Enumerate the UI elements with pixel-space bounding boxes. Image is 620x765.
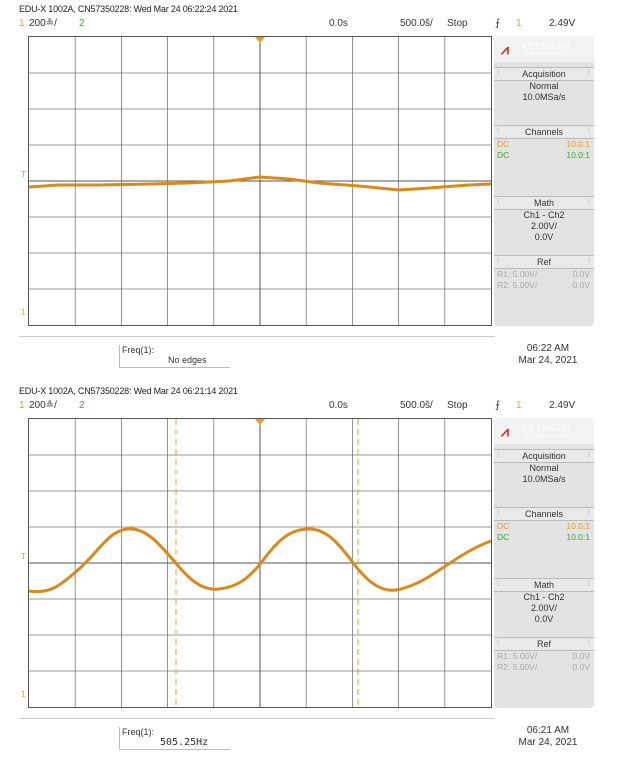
trigger-edge-icon[interactable]: ⨍ bbox=[495, 18, 501, 29]
acquisition-section[interactable]: ⁞ Acquisition ⁞ Normal 10.0MSa/s bbox=[494, 67, 594, 103]
ch1-trace bbox=[29, 175, 491, 192]
run-state[interactable]: Stop bbox=[447, 400, 468, 411]
ch1-number[interactable]: 1 bbox=[19, 400, 25, 411]
ref-section[interactable]: ⁞ Ref ⁞ R1: 5.00V/0.0V R2: 5.00V/0.0V bbox=[494, 255, 594, 291]
measurement-bar: Freq(1): No edges bbox=[19, 336, 495, 368]
instrument-header: EDU-X 1002A, CN57350228: Wed Mar 24 06:2… bbox=[19, 386, 238, 396]
channels-section[interactable]: ⁞ Channels ⁞ DC 10.0:1 DC 10.0:1 bbox=[494, 125, 594, 161]
ch1-scale[interactable]: 200≗/ bbox=[29, 400, 57, 411]
ch2-number[interactable]: 2 bbox=[79, 18, 85, 29]
keysight-logo-icon: ⩘ bbox=[501, 41, 509, 57]
freq-measurement[interactable]: Freq(1): 505.25Hz bbox=[119, 727, 230, 750]
trigger-channel[interactable]: 1 bbox=[516, 400, 522, 411]
time-scale[interactable]: 500.0š/ bbox=[400, 18, 433, 29]
acquisition-section[interactable]: ⁞ Acquisition ⁞ Normal 10.0MSa/s bbox=[494, 449, 594, 485]
trigger-channel[interactable]: 1 bbox=[516, 18, 522, 29]
waveform-grid-1 bbox=[29, 37, 491, 325]
ch1-trace bbox=[29, 527, 491, 594]
time-offset[interactable]: 0.0s bbox=[329, 400, 348, 411]
ch1-scale[interactable]: 200≗/ bbox=[29, 18, 57, 29]
measurement-bar: Freq(1): 505.25Hz bbox=[19, 718, 495, 750]
trigger-level[interactable]: 2.49V bbox=[549, 400, 576, 411]
instrument-header: EDU-X 1002A, CN57350228: Wed Mar 24 06:2… bbox=[19, 4, 238, 14]
trigger-level[interactable]: 2.49V bbox=[549, 18, 576, 29]
trigger-position-marker[interactable] bbox=[255, 37, 265, 43]
trigger-level-marker[interactable]: T bbox=[21, 552, 26, 561]
scope-screen-2: EDU-X 1002A, CN57350228: Wed Mar 24 06:2… bbox=[0, 382, 620, 757]
ground-marker[interactable]: 1 bbox=[21, 690, 27, 699]
brand-logo: ⩘ KEYSIGHT TECHNOLOGIES bbox=[494, 418, 594, 444]
run-state[interactable]: Stop bbox=[447, 18, 468, 29]
status-bar: 1 200≗/ 2 0.0s 500.0š/ Stop ⨍ 1 2.49V bbox=[19, 400, 599, 414]
trigger-level-marker[interactable]: T bbox=[21, 170, 26, 179]
math-section[interactable]: ⁞ Math ⁞ Ch1 - Ch2 2.00V/ 0.0V bbox=[494, 196, 594, 243]
ch2-number[interactable]: 2 bbox=[79, 400, 85, 411]
time-scale[interactable]: 500.0š/ bbox=[400, 400, 433, 411]
trigger-position-marker[interactable] bbox=[255, 419, 265, 425]
waveform-grid-2 bbox=[29, 419, 491, 707]
side-panel: ⩘ KEYSIGHT TECHNOLOGIES ⁞ Acquisition ⁞ No… bbox=[494, 36, 594, 326]
ch1-number[interactable]: 1 bbox=[19, 18, 25, 29]
math-section[interactable]: ⁞ Math ⁞ Ch1 - Ch2 2.00V/ 0.0V bbox=[494, 578, 594, 625]
waveform-display[interactable] bbox=[28, 36, 492, 326]
time-offset[interactable]: 0.0s bbox=[329, 18, 348, 29]
scope-screen-1: EDU-X 1002A, CN57350228: Wed Mar 24 06:2… bbox=[0, 0, 620, 375]
channels-section[interactable]: ⁞ Channels ⁞ DC 10.0:1 DC 10.0:1 bbox=[494, 507, 594, 543]
ref-section[interactable]: ⁞ Ref ⁞ R1: 5.00V/0.0V R2: 5.00V/0.0V bbox=[494, 637, 594, 673]
keysight-logo-icon: ⩘ bbox=[501, 423, 509, 439]
timestamp: 06:22 AM Mar 24, 2021 bbox=[518, 343, 578, 366]
status-bar: 1 200≗/ 2 0.0s 500.0š/ Stop ⨍ 1 2.49V bbox=[19, 18, 599, 32]
timestamp: 06:21 AM Mar 24, 2021 bbox=[518, 725, 578, 748]
ground-marker[interactable]: 1 bbox=[21, 308, 27, 317]
side-panel: ⩘ KEYSIGHT TECHNOLOGIES ⁞ Acquisition ⁞ No… bbox=[494, 418, 594, 708]
waveform-display[interactable] bbox=[28, 418, 492, 708]
trigger-edge-icon[interactable]: ⨍ bbox=[495, 400, 501, 411]
freq-measurement[interactable]: Freq(1): No edges bbox=[119, 345, 230, 368]
brand-logo: ⩘ KEYSIGHT TECHNOLOGIES bbox=[494, 36, 594, 62]
